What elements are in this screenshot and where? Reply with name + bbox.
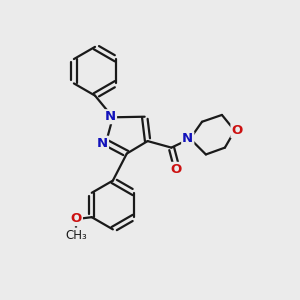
Text: O: O [232, 124, 243, 137]
Text: N: N [182, 132, 193, 145]
Text: CH₃: CH₃ [65, 229, 87, 242]
Text: O: O [71, 212, 82, 225]
Text: N: N [105, 110, 116, 123]
Text: O: O [170, 163, 182, 176]
Text: N: N [97, 137, 108, 150]
